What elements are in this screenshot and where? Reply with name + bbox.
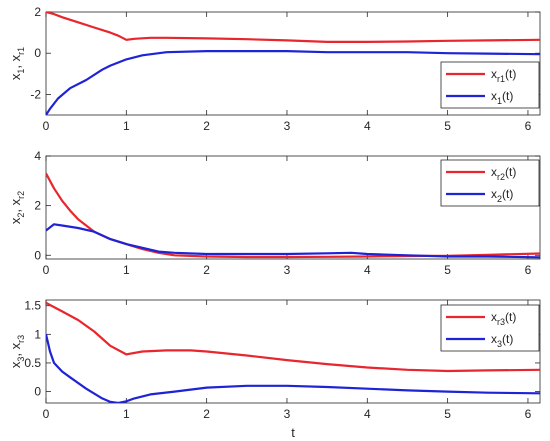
y-tick-label: 2 <box>34 5 41 19</box>
legend-entry: xr2(t) <box>491 165 516 182</box>
legend-box <box>440 61 540 109</box>
subplot-3: 0 1 2 3 4 5 6 0 0.5 1 1.5 x3, xr3 t xr3(t) x3(t) <box>8 299 541 440</box>
y-axis-label: x3, xr3 <box>8 335 26 368</box>
x-tick-label: 5 <box>444 407 451 421</box>
y-tick-label: 1 <box>34 327 41 341</box>
x-tick-label: 0 <box>43 119 50 133</box>
x-tick-label: 2 <box>203 263 210 277</box>
y-axis-label: x2, xr2 <box>8 191 26 224</box>
series-line-xr1 <box>46 12 540 43</box>
subplot-1: 0 1 2 3 4 5 6 -2 0 2 x1, xr1 xr1(t) x1(t) <box>8 5 541 133</box>
legend-box <box>440 159 540 207</box>
legend: xr2(t) x2(t) <box>440 159 540 207</box>
x-tick-label: 1 <box>123 407 130 421</box>
x-tick-label: 3 <box>284 407 291 421</box>
y-tick-label: 2 <box>34 199 41 213</box>
x-tick-label: 0 <box>43 407 50 421</box>
x-tick-label: 4 <box>364 407 371 421</box>
x-tick-label: 1 <box>123 119 130 133</box>
x-axis-label: t <box>291 425 295 440</box>
series-line-x2 <box>46 223 540 259</box>
y-tick-label: -2 <box>30 87 41 101</box>
x-tick-label: 0 <box>43 263 50 277</box>
x-tick-label: 1 <box>123 263 130 277</box>
y-tick-label: 4 <box>34 149 41 163</box>
y-tick-label: 0.5 <box>24 356 41 370</box>
y-axis-label: x1, xr1 <box>8 47 26 80</box>
x-tick-label: 5 <box>444 263 451 277</box>
x-tick-label: 3 <box>284 263 291 277</box>
legend-box <box>440 304 540 352</box>
series-line-x1 <box>46 50 540 115</box>
y-tick-label: 0 <box>34 46 41 60</box>
legend-entry: x3(t) <box>491 332 513 349</box>
series-line-xr3 <box>46 301 540 373</box>
y-tick-label: 1.5 <box>24 299 41 313</box>
y-tick-label: 0 <box>34 248 41 262</box>
x-tick-label: 6 <box>525 119 532 133</box>
legend: xr1(t) x1(t) <box>440 61 540 109</box>
x-tick-label: 2 <box>203 119 210 133</box>
x-tick-label: 5 <box>444 119 451 133</box>
legend-entry: x2(t) <box>491 187 513 204</box>
legend-entry: x1(t) <box>491 89 513 106</box>
x-tick-label: 4 <box>364 263 371 277</box>
x-tick-label: 4 <box>364 119 371 133</box>
x-tick-label: 6 <box>525 263 532 277</box>
series-line-x3 <box>46 334 540 403</box>
legend: xr3(t) x3(t) <box>440 304 540 352</box>
legend-entry: xr1(t) <box>491 67 516 84</box>
legend-entry: xr3(t) <box>491 310 516 327</box>
x-tick-label: 3 <box>284 119 291 133</box>
subplot-2: 0 1 2 3 4 5 6 0 2 4 x2, xr2 xr2(t) x2(t) <box>8 149 541 277</box>
x-tick-label: 2 <box>203 407 210 421</box>
x-tick-label: 6 <box>525 407 532 421</box>
y-tick-label: 0 <box>34 385 41 399</box>
